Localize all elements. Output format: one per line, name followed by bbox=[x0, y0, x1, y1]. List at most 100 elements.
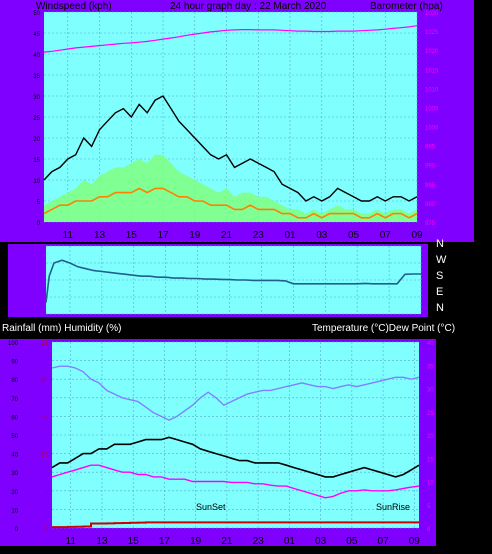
humidity-tick-label: 40 bbox=[11, 453, 18, 459]
temperature-tick-label: 20 bbox=[427, 434, 434, 440]
barometer-tick-label: 995 bbox=[425, 145, 436, 151]
temp-x-tick-label: 19 bbox=[190, 536, 202, 547]
temperature-line bbox=[51, 436, 420, 478]
rainfall-humidity-label: Rainfall (mm) Humidity (%) bbox=[2, 323, 121, 334]
wind-gust-line bbox=[43, 95, 418, 202]
humidity-tick-label: 0 bbox=[15, 527, 19, 533]
wind-x-tick-label: 05 bbox=[348, 230, 360, 241]
rainfall-tick-label: 20 bbox=[41, 378, 48, 384]
wind-tick-label: 0 bbox=[37, 221, 41, 227]
rainfall-line bbox=[52, 521, 419, 529]
temperature-tick-label: 35 bbox=[427, 364, 434, 370]
compass-label: W bbox=[436, 254, 447, 266]
wind-direction-line bbox=[45, 259, 421, 303]
humidity-tick-label: 60 bbox=[11, 415, 18, 421]
panel-wind-right-ticks: 975 980 985 990 995 1000 1005 1010 1015 1020 1025 1… bbox=[425, 11, 439, 227]
rainfall-tick-label: 10 bbox=[41, 453, 48, 459]
humidity-tick-label: 10 bbox=[11, 508, 18, 514]
humidity-tick-label: 100 bbox=[8, 341, 19, 347]
barometer-tick-label: 1020 bbox=[425, 49, 439, 55]
barometer-tick-label: 1025 bbox=[425, 30, 439, 36]
compass-label: E bbox=[436, 286, 443, 298]
rainfall-tick-label: 0 bbox=[45, 527, 49, 533]
wind-x-tick-label: 01 bbox=[284, 230, 296, 241]
wind-x-tick-label: 21 bbox=[221, 230, 233, 241]
barometer-line bbox=[43, 25, 418, 53]
wind-tick-label: 50 bbox=[33, 11, 40, 17]
temperature-tick-label: 10 bbox=[427, 481, 434, 487]
humidity-tick-label: 20 bbox=[11, 490, 18, 496]
temp-dew-label: Temperature (°C)Dew Point (°C) bbox=[312, 323, 455, 334]
barometer-tick-label: 1030 bbox=[425, 11, 439, 17]
humidity-tick-label: 80 bbox=[11, 378, 18, 384]
wind-x-tick-label: 11 bbox=[63, 230, 74, 241]
panel-temp-x-ticks: 11 13 15 17 19 21 23 01 03 05 07 09 bbox=[66, 536, 421, 547]
panel-temp-grid bbox=[52, 341, 419, 529]
temp-x-tick-label: 01 bbox=[284, 536, 296, 547]
rainfall-tick-label: 25 bbox=[41, 341, 48, 347]
barometer-tick-label: 1000 bbox=[425, 126, 439, 132]
windspeed-label: Windspeed (kph) bbox=[36, 1, 112, 12]
wind-tick-label: 10 bbox=[33, 179, 40, 185]
temperature-tick-label: 30 bbox=[427, 388, 434, 394]
panel-direction-series bbox=[45, 259, 421, 303]
humidity-tick-label: 70 bbox=[11, 397, 18, 403]
temperature-tick-label: 5 bbox=[427, 504, 431, 510]
wind-x-tick-label: 19 bbox=[189, 230, 201, 241]
temperature-tick-label: 40 bbox=[427, 341, 434, 347]
panel-temp-left-ticks: 0 10 20 30 40 50 60 70 80 90 100 bbox=[8, 341, 19, 533]
temp-x-tick-label: 05 bbox=[346, 536, 358, 547]
compass-label: N bbox=[436, 302, 444, 314]
wind-x-tick-label: 17 bbox=[157, 230, 169, 241]
temp-x-tick-label: 23 bbox=[253, 536, 265, 547]
wind-tick-label: 20 bbox=[33, 137, 40, 143]
wind-tick-label: 30 bbox=[33, 95, 40, 101]
panel-wind-left-ticks: 0 5 10 15 20 25 30 35 40 45 50 bbox=[33, 11, 40, 227]
temp-x-tick-label: 21 bbox=[221, 536, 233, 547]
panel-temp-rain-ticks: 0 5 10 15 20 25 bbox=[41, 341, 48, 533]
wind-x-tick-label: 15 bbox=[126, 230, 138, 241]
panel-temp-plot-area bbox=[52, 342, 419, 528]
barometer-tick-label: 990 bbox=[425, 164, 436, 170]
dew-point-line bbox=[51, 464, 420, 499]
panel-direction-grid bbox=[46, 245, 422, 315]
compass-label: N bbox=[436, 238, 444, 250]
wind-tick-label: 45 bbox=[33, 32, 40, 38]
wind-tick-label: 5 bbox=[37, 200, 41, 206]
wind-tick-label: 15 bbox=[33, 158, 40, 164]
wind-average-area bbox=[44, 154, 417, 222]
temp-x-tick-label: 15 bbox=[128, 536, 140, 547]
barometer-tick-label: 985 bbox=[425, 183, 436, 189]
wind-x-tick-label: 03 bbox=[316, 230, 328, 241]
wind-tick-label: 40 bbox=[33, 53, 40, 59]
temp-x-tick-label: 09 bbox=[409, 536, 421, 547]
panel-temp-right-ticks: 0 5 10 15 20 25 30 35 40 bbox=[427, 341, 434, 533]
rainfall-tick-label: 5 bbox=[45, 490, 49, 496]
temp-x-tick-label: 07 bbox=[378, 536, 390, 547]
humidity-tick-label: 90 bbox=[11, 360, 18, 366]
temp-x-tick-label: 17 bbox=[159, 536, 171, 547]
barometer-label: Barometer (hpa) bbox=[370, 1, 443, 12]
panel-temp-series bbox=[51, 365, 420, 529]
wind-x-tick-label: 13 bbox=[94, 230, 106, 241]
barometer-tick-label: 980 bbox=[425, 202, 436, 208]
barometer-tick-label: 1005 bbox=[425, 106, 439, 112]
temp-x-tick-label: 13 bbox=[96, 536, 108, 547]
humidity-tick-label: 30 bbox=[11, 471, 18, 477]
wind-x-tick-label: 07 bbox=[380, 230, 392, 241]
rainfall-tick-label: 15 bbox=[41, 415, 48, 421]
barometer-tick-label: 1010 bbox=[425, 87, 439, 93]
temp-x-tick-label: 11 bbox=[66, 536, 77, 547]
barometer-tick-label: 975 bbox=[425, 221, 436, 227]
wind-low-line bbox=[43, 187, 418, 219]
wind-x-tick-label: 09 bbox=[411, 230, 423, 241]
humidity-line bbox=[51, 365, 420, 421]
wind-tick-label: 35 bbox=[33, 74, 40, 80]
barometer-tick-label: 1015 bbox=[425, 68, 439, 74]
graph-title: 24 hour graph day : 22 March 2020 bbox=[170, 1, 327, 12]
temperature-tick-label: 0 bbox=[427, 527, 431, 533]
panel-wind-series bbox=[43, 25, 418, 222]
temperature-tick-label: 25 bbox=[427, 411, 434, 417]
